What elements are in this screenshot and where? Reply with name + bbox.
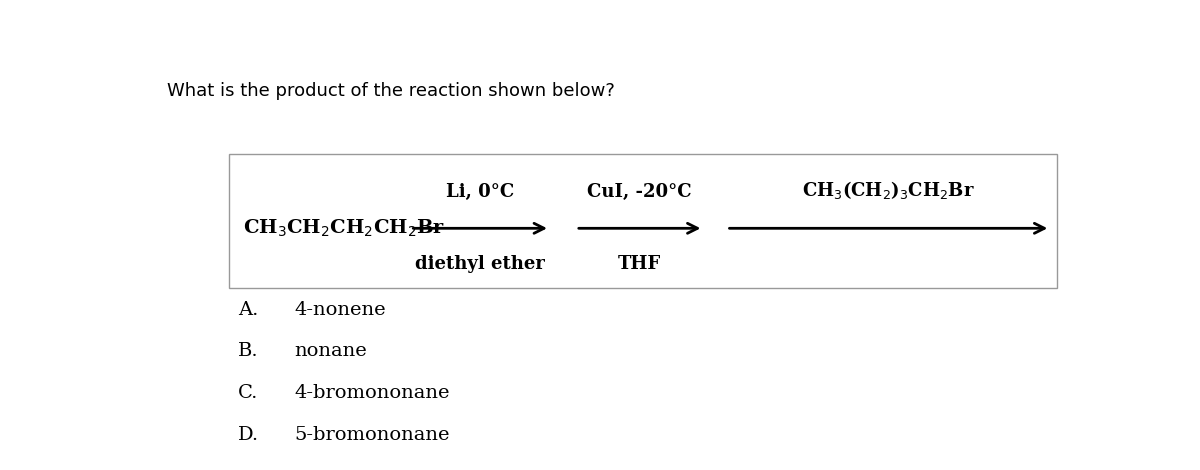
Text: 4-nonene: 4-nonene [294,301,385,319]
Text: Li, 0°C: Li, 0°C [446,183,515,201]
Text: nonane: nonane [294,342,367,360]
Text: CH$_3$(CH$_2$)$_3$CH$_2$Br: CH$_3$(CH$_2$)$_3$CH$_2$Br [802,179,974,201]
Text: What is the product of the reaction shown below?: What is the product of the reaction show… [167,82,614,100]
Text: CH$_3$CH$_2$CH$_2$CH$_2$Br: CH$_3$CH$_2$CH$_2$CH$_2$Br [242,218,445,239]
Text: A.: A. [239,301,259,319]
Text: C.: C. [239,384,259,402]
Text: 4-bromononane: 4-bromononane [294,384,450,402]
FancyBboxPatch shape [229,154,1057,288]
Text: CuI, -20°C: CuI, -20°C [587,183,692,201]
Text: diethyl ether: diethyl ether [415,256,545,274]
Text: D.: D. [239,426,259,444]
Text: THF: THF [618,256,661,274]
Text: B.: B. [239,342,259,360]
Text: 5-bromononane: 5-bromononane [294,426,450,444]
